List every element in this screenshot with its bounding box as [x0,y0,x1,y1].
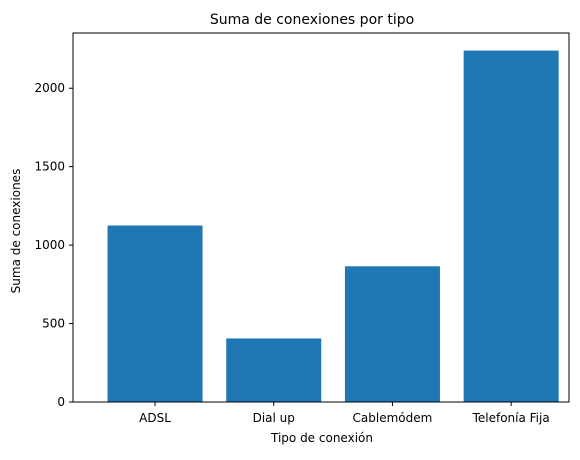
bar-3 [463,50,559,402]
y-tick-label-1: 500 [42,317,65,331]
bars-layer [107,50,559,402]
y-tick-label-4: 2000 [34,81,65,95]
y-axis: 0 500 1000 1500 2000 [34,81,73,409]
x-tick-label-2: Cablemódem [353,411,433,425]
x-axis: ADSL Dial up Cablemódem Telefonía Fija [139,402,550,425]
y-tick-label-3: 1500 [34,160,65,174]
y-axis-label: Suma de conexiones [9,169,23,294]
x-tick-label-1: Dial up [253,411,295,425]
bar-0 [107,225,203,402]
bar-2 [344,266,440,402]
y-tick-label-2: 1000 [34,238,65,252]
chart-title: Suma de conexiones por tipo [210,12,414,28]
x-tick-label-0: ADSL [139,411,171,425]
y-tick-label-0: 0 [57,395,65,409]
x-axis-label: Tipo de conexión [270,431,373,445]
x-tick-label-3: Telefonía Fija [472,411,550,425]
plot-frame [72,32,570,403]
bar-1 [226,338,322,402]
